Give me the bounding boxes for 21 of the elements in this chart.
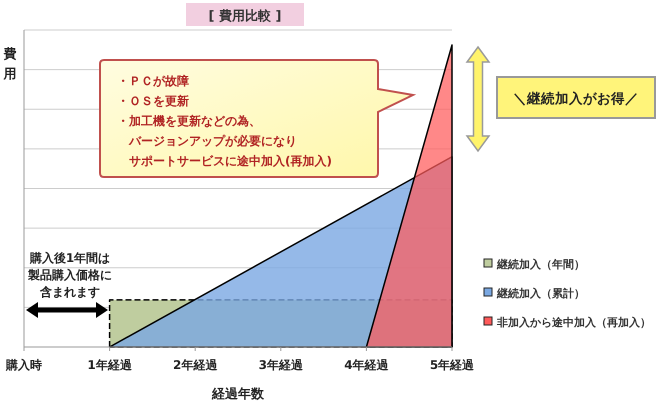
annotation: バージョンアップが必要になり bbox=[128, 134, 297, 148]
x-tick-label: 1年経過 bbox=[87, 358, 133, 372]
x-tick-label: 2年経過 bbox=[173, 358, 218, 372]
annotation: サポートサービスに途中加入(再加入) bbox=[129, 154, 332, 168]
legend-label: 継続加入（年間） bbox=[496, 258, 585, 271]
chart-title: [ 費用比較 ] bbox=[208, 9, 282, 24]
x-tick-label: 購入時 bbox=[5, 358, 42, 372]
y-axis-title: 費用 bbox=[2, 47, 16, 82]
annotation: ・加工機を更新などの為、 bbox=[117, 114, 261, 128]
annotation: ・ＰＣが故障 bbox=[117, 74, 189, 88]
text: ＼継続加入がお得／ bbox=[513, 91, 639, 107]
legend-label: 継続加入（累計） bbox=[496, 287, 585, 300]
x-tick-label: 5年経過 bbox=[430, 358, 476, 372]
annotation: 含まれます bbox=[39, 285, 100, 299]
annotation: 購入後1年間は bbox=[28, 251, 110, 265]
legend-label: 非加入から途中加入（再加入） bbox=[496, 316, 651, 329]
x-tick-label: 4年経過 bbox=[344, 358, 390, 372]
x-axis-title: 経過年数 bbox=[211, 387, 265, 402]
annotation: ・ＯＳを更新 bbox=[117, 94, 189, 108]
x-tick-label: 3年経過 bbox=[258, 358, 304, 372]
annotation: 製品購入価格に bbox=[27, 268, 112, 282]
